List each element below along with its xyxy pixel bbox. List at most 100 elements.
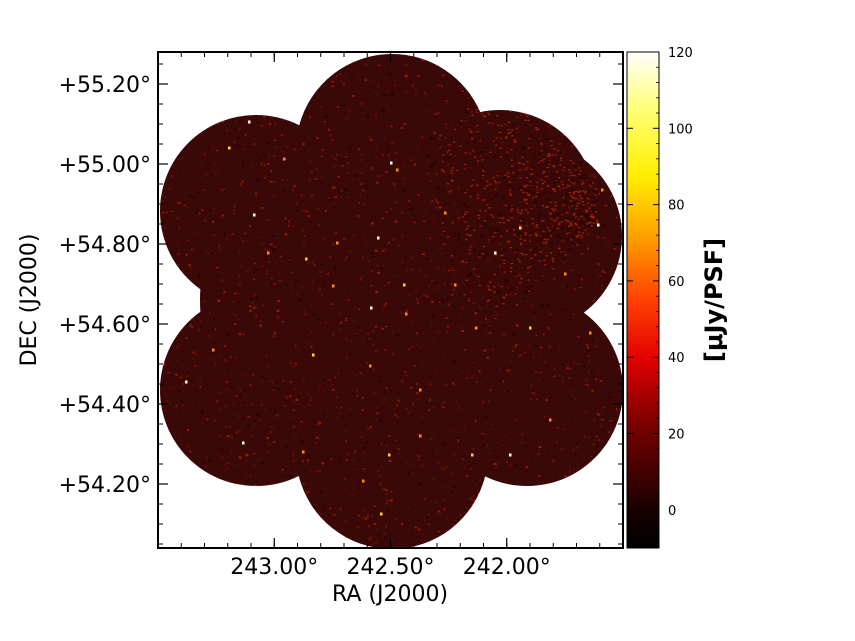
noise-speck bbox=[594, 344, 598, 348]
noise-speck bbox=[460, 371, 463, 373]
noise-speck bbox=[253, 413, 255, 417]
noise-speck bbox=[505, 388, 508, 390]
noise-speck bbox=[436, 285, 439, 288]
noise-speck bbox=[482, 198, 485, 202]
sidelobe-speck bbox=[523, 185, 526, 187]
noise-speck bbox=[215, 399, 218, 403]
sidelobe-speck bbox=[528, 138, 531, 140]
noise-speck bbox=[387, 146, 390, 149]
noise-speck bbox=[264, 474, 266, 477]
noise-speck bbox=[358, 172, 361, 174]
noise-speck bbox=[194, 353, 198, 356]
noise-speck bbox=[381, 466, 383, 468]
noise-speck bbox=[496, 479, 498, 481]
noise-speck bbox=[398, 453, 400, 455]
noise-speck bbox=[561, 213, 563, 216]
sidelobe-speck bbox=[531, 164, 534, 166]
noise-speck bbox=[596, 412, 599, 415]
noise-speck bbox=[322, 379, 325, 381]
noise-speck bbox=[391, 491, 393, 493]
sidelobe-speck bbox=[484, 225, 487, 227]
noise-speck bbox=[295, 344, 297, 347]
noise-speck bbox=[215, 149, 219, 152]
noise-speck bbox=[297, 462, 300, 464]
noise-speck bbox=[548, 452, 550, 454]
noise-speck bbox=[514, 461, 516, 464]
sidelobe-speck bbox=[509, 194, 512, 196]
sidelobe-speck bbox=[565, 238, 568, 240]
noise-speck bbox=[331, 94, 333, 97]
noise-speck bbox=[450, 282, 453, 286]
sidelobe-speck bbox=[567, 233, 571, 235]
noise-speck bbox=[186, 375, 188, 377]
noise-speck bbox=[539, 371, 542, 374]
x-tick-label: 243.00° bbox=[230, 555, 318, 580]
noise-speck bbox=[215, 244, 218, 247]
noise-speck bbox=[433, 478, 435, 480]
noise-speck bbox=[280, 134, 283, 137]
noise-speck bbox=[223, 292, 225, 295]
sidelobe-speck bbox=[479, 277, 482, 279]
sidelobe-speck bbox=[593, 204, 596, 206]
noise-speck bbox=[464, 491, 466, 493]
noise-speck bbox=[238, 293, 240, 295]
noise-speck bbox=[382, 59, 385, 61]
noise-speck bbox=[237, 439, 241, 441]
radio-source bbox=[419, 434, 422, 438]
noise-speck bbox=[487, 332, 490, 335]
sidelobe-speck bbox=[570, 239, 573, 241]
noise-speck bbox=[256, 228, 260, 231]
noise-speck bbox=[284, 400, 287, 402]
sidelobe-speck bbox=[556, 179, 559, 181]
sidelobe-speck bbox=[467, 127, 470, 129]
noise-speck bbox=[590, 174, 593, 178]
noise-speck bbox=[289, 381, 293, 384]
sidelobe-speck bbox=[570, 218, 573, 220]
noise-speck bbox=[566, 343, 569, 345]
noise-speck bbox=[359, 194, 363, 196]
sidelobe-speck bbox=[442, 154, 445, 156]
radio-source bbox=[369, 364, 372, 368]
noise-speck bbox=[329, 507, 331, 510]
noise-speck bbox=[483, 309, 485, 312]
x-tick-label: 242.50° bbox=[347, 555, 435, 580]
noise-speck bbox=[441, 303, 445, 306]
noise-speck bbox=[313, 146, 315, 148]
noise-speck bbox=[460, 319, 463, 322]
sidelobe-speck bbox=[491, 112, 494, 114]
noise-speck bbox=[310, 170, 312, 174]
noise-speck bbox=[519, 354, 522, 356]
sidelobe-speck bbox=[517, 211, 520, 213]
noise-speck bbox=[331, 383, 333, 386]
noise-speck bbox=[340, 433, 343, 435]
sidelobe-speck bbox=[490, 286, 493, 288]
noise-speck bbox=[264, 193, 267, 196]
noise-speck bbox=[470, 111, 474, 113]
sidelobe-speck bbox=[450, 189, 453, 192]
sidelobe-speck bbox=[519, 238, 522, 240]
noise-speck bbox=[559, 447, 563, 450]
sidelobe-speck bbox=[496, 175, 499, 177]
radio-source bbox=[362, 479, 365, 483]
sidelobe-speck bbox=[479, 151, 482, 153]
noise-speck bbox=[591, 338, 593, 341]
sidelobe-speck bbox=[523, 146, 526, 148]
sidelobe-speck bbox=[526, 186, 530, 188]
noise-speck bbox=[215, 189, 219, 191]
noise-speck bbox=[347, 298, 350, 301]
noise-speck bbox=[225, 238, 228, 241]
noise-speck bbox=[361, 118, 364, 121]
noise-speck bbox=[326, 352, 328, 354]
noise-speck bbox=[519, 442, 522, 444]
noise-speck bbox=[425, 401, 427, 404]
noise-speck bbox=[222, 452, 224, 455]
sidelobe-speck bbox=[482, 258, 485, 260]
noise-speck bbox=[575, 397, 577, 400]
noise-speck bbox=[302, 378, 305, 381]
noise-speck bbox=[192, 318, 194, 321]
noise-speck bbox=[223, 348, 225, 350]
noise-speck bbox=[383, 532, 386, 534]
noise-speck bbox=[511, 350, 514, 352]
sidelobe-speck bbox=[592, 210, 595, 212]
sidelobe-speck bbox=[563, 258, 566, 260]
